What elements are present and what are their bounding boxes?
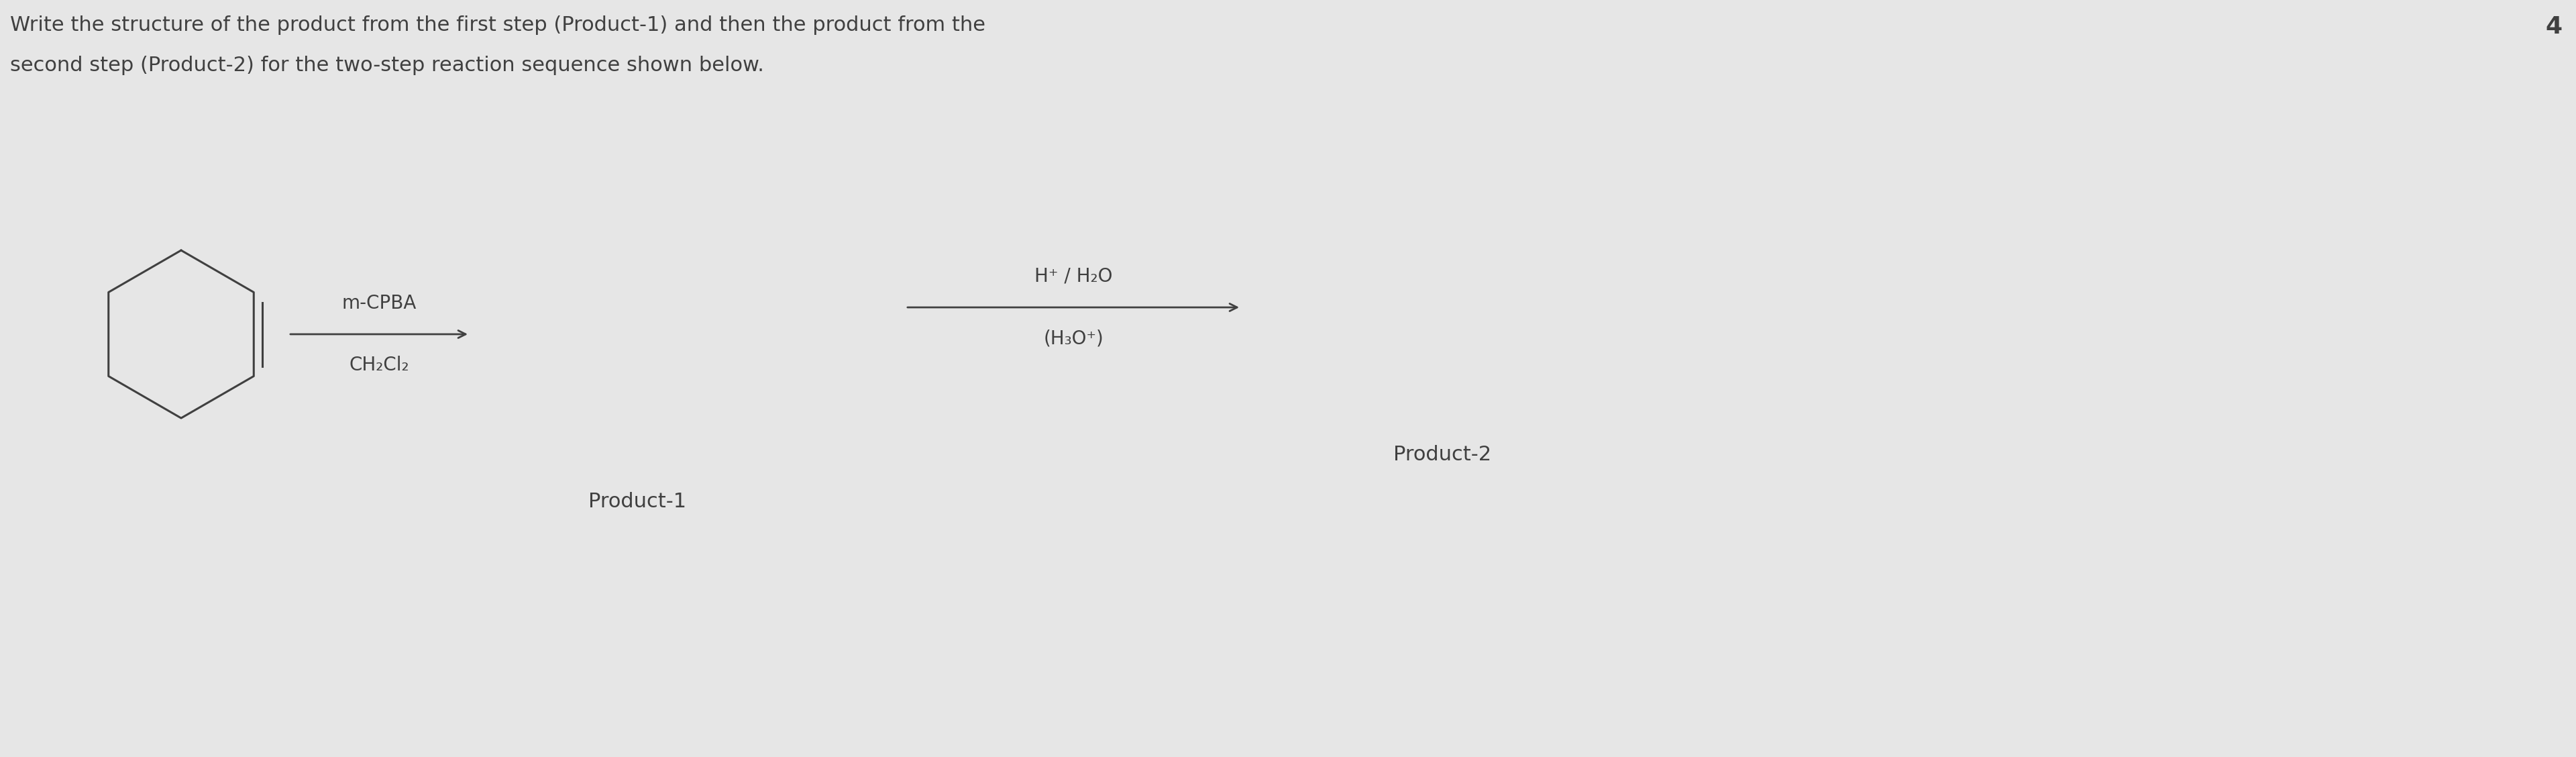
Text: m-CPBA: m-CPBA [343,294,417,313]
Text: second step (Product-2) for the two-step reaction sequence shown below.: second step (Product-2) for the two-step… [10,56,765,75]
Text: Product-2: Product-2 [1394,445,1492,465]
Text: Write the structure of the product from the first step (Product-1) and then the : Write the structure of the product from … [10,15,987,35]
Text: Product-1: Product-1 [587,492,685,512]
Text: 4: 4 [2545,15,2563,39]
Text: (H₃O⁺): (H₃O⁺) [1043,329,1103,347]
Text: H⁺ / H₂O: H⁺ / H₂O [1036,267,1113,286]
Text: CH₂Cl₂: CH₂Cl₂ [348,356,410,375]
